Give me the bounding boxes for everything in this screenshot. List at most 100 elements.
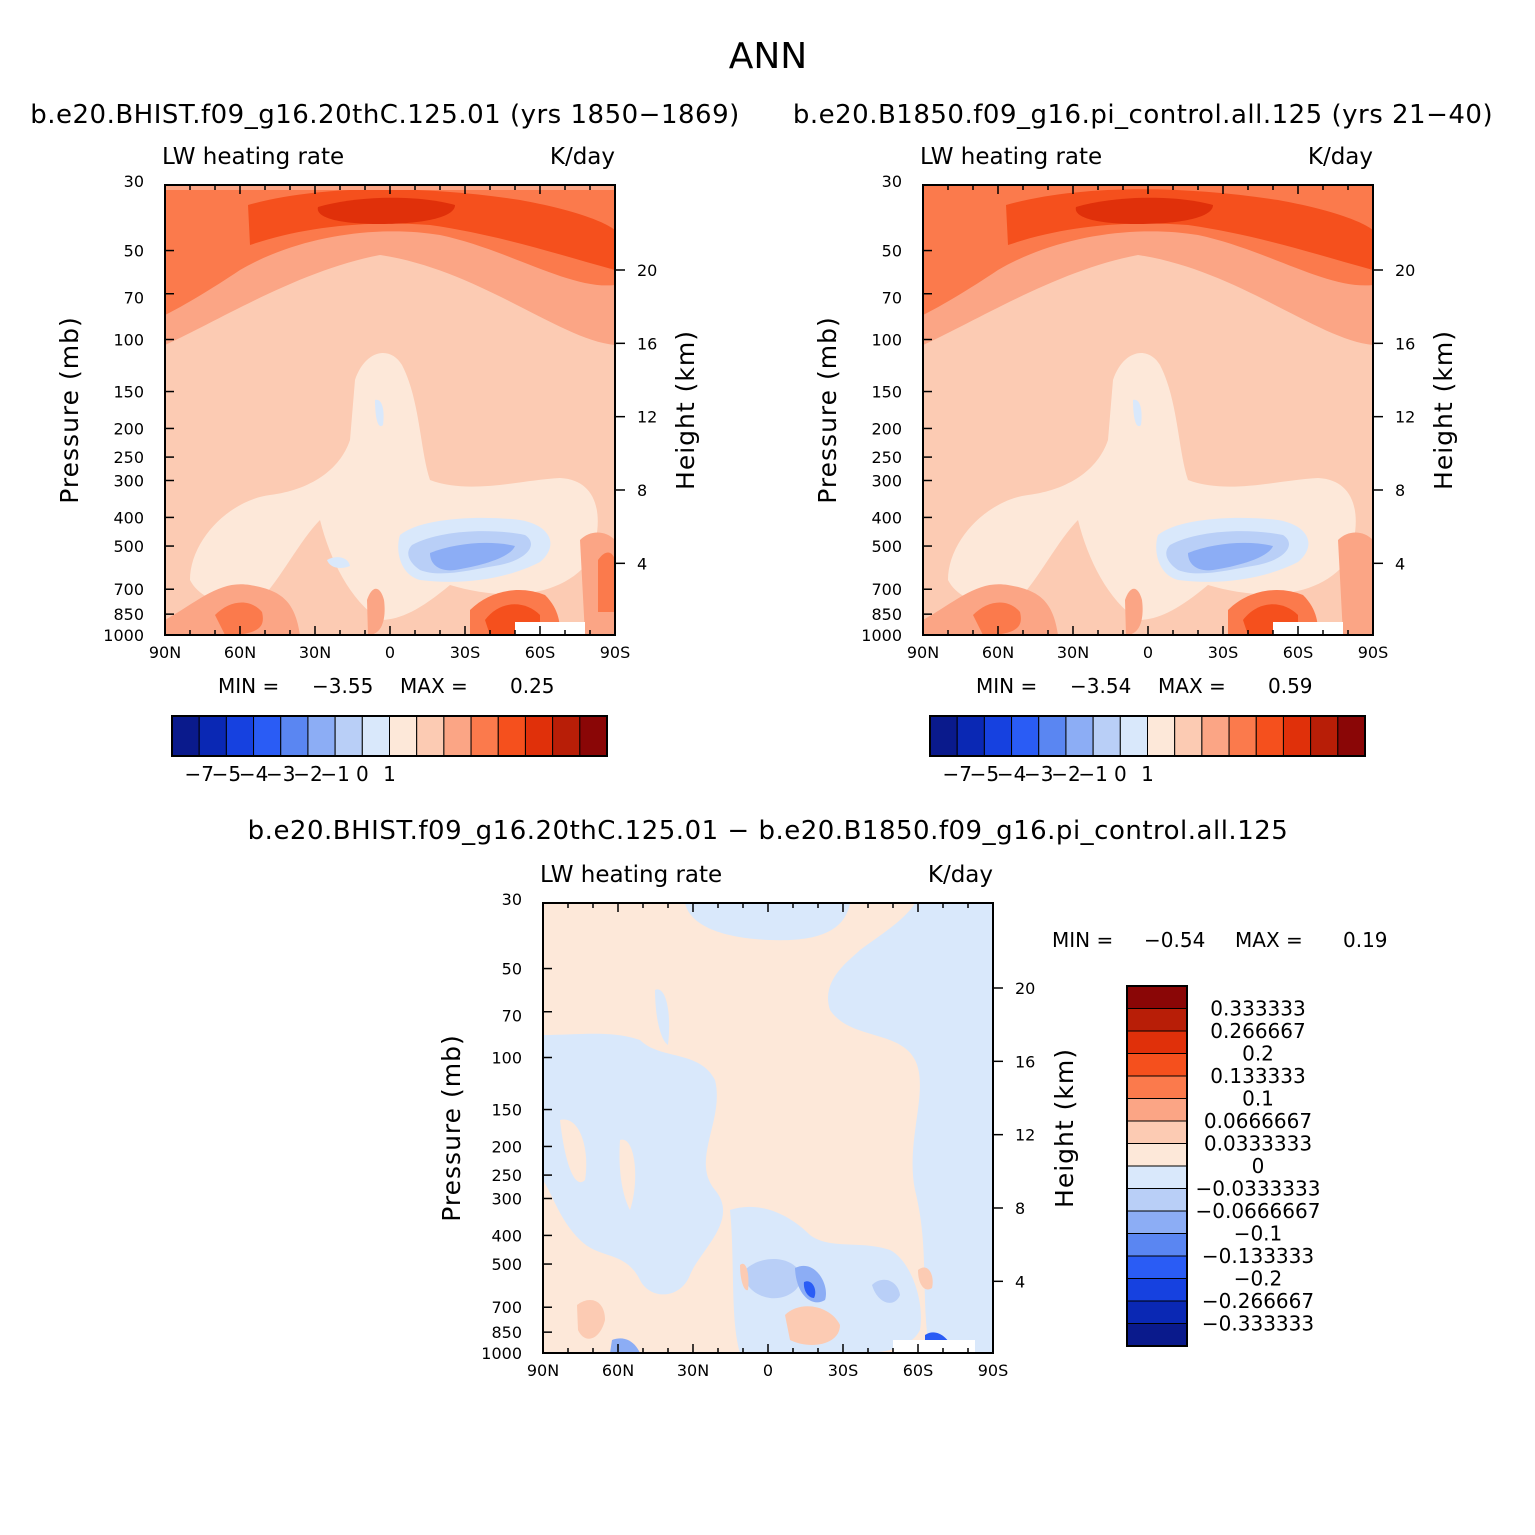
panel-c-max-label: MAX = [1235, 928, 1303, 952]
colorbar-box [1126, 1323, 1188, 1347]
y-tick-label: 100 [491, 1049, 522, 1068]
colorbar-box [929, 715, 958, 757]
y-right-tick-label: 4 [637, 554, 647, 573]
y-tick-label: 30 [124, 172, 144, 191]
colorbar-label: −0.2 [1234, 1267, 1283, 1291]
colorbar-label: −4 [997, 762, 1026, 786]
x-tick-label: 0 [385, 643, 395, 662]
panel-c-field [543, 903, 993, 1353]
y-tick-label: 500 [871, 537, 902, 556]
panel-b-ylabel: Pressure (mb) [813, 316, 842, 503]
y-tick-label: 850 [113, 605, 144, 624]
x-tick-label: 30S [450, 643, 481, 662]
colorbar-label: 0.133333 [1210, 1064, 1305, 1088]
y-tick-label: 1000 [861, 626, 902, 645]
y-right-tick-label: 20 [1015, 979, 1035, 998]
y-tick-label: 400 [113, 508, 144, 527]
y-tick-label: 200 [491, 1137, 522, 1156]
panel-c-min-value: −0.54 [1144, 928, 1205, 952]
y-right-tick-label: 16 [1395, 334, 1415, 353]
panel-c-max-value: 0.19 [1343, 928, 1388, 952]
colorbar-box [1310, 715, 1339, 757]
y-tick-label: 30 [882, 172, 902, 191]
panel-b-min-label: MIN = [976, 674, 1037, 698]
y-tick-label: 50 [124, 242, 144, 261]
panel-c-colorbar: 0.3333330.2666670.20.1333330.10.06666670… [1126, 985, 1320, 1347]
colorbar-label: −4 [239, 762, 268, 786]
panel-b-max-label: MAX = [1158, 674, 1226, 698]
panel-b-left-string: LW heating rate [920, 144, 1102, 170]
y-tick-label: 500 [491, 1255, 522, 1274]
y-right-tick-label: 4 [1015, 1272, 1025, 1291]
y-tick-label: 850 [491, 1323, 522, 1342]
y-tick-label: 400 [491, 1226, 522, 1245]
colorbar-label: −5 [970, 762, 999, 786]
y-tick-label: 100 [113, 331, 144, 350]
colorbar-box [1038, 715, 1067, 757]
colorbar-box [983, 715, 1013, 757]
y-tick-label: 250 [113, 448, 144, 467]
y-tick-label: 70 [124, 289, 144, 308]
colorbar-label: 0.266667 [1210, 1019, 1305, 1043]
page-title: ANN [729, 36, 808, 77]
panel-a-max-value: 0.25 [510, 674, 555, 698]
panel-c-title: b.e20.BHIST.f09_g16.20thC.125.01 − b.e20… [248, 816, 1289, 846]
colorbar-box [1337, 715, 1366, 757]
panel-b-max-value: 0.59 [1268, 674, 1313, 698]
colorbar-box [1126, 1188, 1188, 1212]
colorbar-frame [1126, 985, 1188, 1347]
colorbar-box [225, 715, 255, 757]
x-tick-label: 60S [525, 643, 556, 662]
colorbar-box [552, 715, 581, 757]
colorbar-label: −1 [1078, 762, 1107, 786]
x-tick-label: 30N [1057, 643, 1089, 662]
colorbar-box [470, 715, 499, 757]
colorbar-box [1147, 715, 1176, 757]
colorbar-box [1126, 1210, 1188, 1234]
y-tick-label: 70 [502, 1007, 522, 1026]
colorbar-box [253, 715, 282, 757]
colorbar-box [1126, 1255, 1188, 1279]
panel-control-hist: b.e20.BHIST.f09_g16.20thC.125.01 (yrs 18… [30, 100, 739, 786]
colorbar-box [1228, 715, 1257, 757]
y-right-tick-label: 16 [637, 334, 657, 353]
y-tick-label: 150 [113, 383, 144, 402]
colorbar-box [524, 715, 554, 757]
colorbar-box [280, 715, 309, 757]
panel-b-title: b.e20.B1850.f09_g16.pi_control.all.125 (… [793, 100, 1493, 130]
colorbar-label: −7 [184, 762, 213, 786]
x-tick-label: 90N [907, 643, 939, 662]
colorbar-box [1126, 1278, 1188, 1302]
panel-b-field [923, 185, 1373, 635]
colorbar-label: 0 [1114, 762, 1127, 786]
x-tick-label: 30S [1208, 643, 1239, 662]
colorbar-label: 1 [383, 762, 396, 786]
y-tick-label: 400 [871, 508, 902, 527]
colorbar-label: −2 [293, 762, 322, 786]
colorbar-box [1126, 1098, 1188, 1122]
colorbar-box [307, 715, 336, 757]
x-tick-label: 30N [299, 643, 331, 662]
y-tick-label: 150 [871, 383, 902, 402]
y-tick-label: 700 [871, 580, 902, 599]
y-tick-label: 50 [882, 242, 902, 261]
panel-c-ylabel-right: Height (km) [1050, 1048, 1079, 1208]
colorbar-box [416, 715, 445, 757]
colorbar-box [1255, 715, 1284, 757]
y-right-tick-label: 8 [637, 481, 647, 500]
colorbar-label: −3 [1024, 762, 1053, 786]
colorbar-box [1174, 715, 1203, 757]
colorbar-box [1282, 715, 1312, 757]
panel-a-ylabel: Pressure (mb) [55, 316, 84, 503]
colorbar-box [171, 715, 200, 757]
colorbar-label: 0 [1252, 1154, 1265, 1178]
colorbar-label: −0.1 [1234, 1222, 1283, 1246]
colorbar-label: −2 [1051, 762, 1080, 786]
colorbar-box [1126, 1300, 1188, 1324]
y-tick-label: 30 [502, 890, 522, 909]
colorbar-label: −3 [266, 762, 295, 786]
y-tick-label: 150 [491, 1101, 522, 1120]
y-right-tick-label: 20 [637, 261, 657, 280]
y-tick-label: 700 [113, 580, 144, 599]
